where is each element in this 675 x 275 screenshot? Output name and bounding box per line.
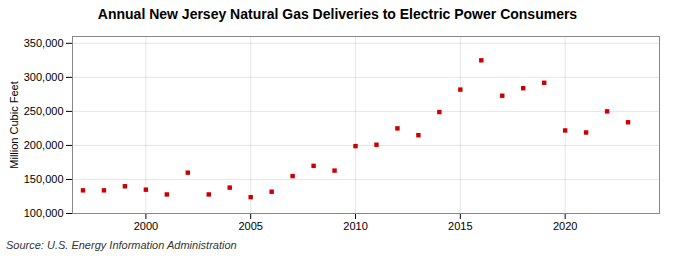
svg-text:2010: 2010 [343, 220, 367, 232]
svg-text:2000: 2000 [134, 220, 158, 232]
svg-text:350,000: 350,000 [24, 37, 64, 49]
svg-text:200,000: 200,000 [24, 139, 64, 151]
svg-text:100,000: 100,000 [24, 207, 64, 219]
html-text:Source: U.S. Energy Informatio: Source: U.S. Energy Information Administ… [6, 239, 237, 251]
html-text:Annual New Jersey Natural Gas: Annual New Jersey Natural Gas Deliveries… [97, 6, 578, 22]
svg-text:2005: 2005 [238, 220, 262, 232]
svg-text:150,000: 150,000 [24, 173, 64, 185]
svg-text:Million Cubic Feet: Million Cubic Feet [8, 81, 20, 168]
svg-text:2015: 2015 [448, 220, 472, 232]
svg-text:300,000: 300,000 [24, 71, 64, 83]
svg-text:250,000: 250,000 [24, 105, 64, 117]
svg-text:2020: 2020 [553, 220, 577, 232]
